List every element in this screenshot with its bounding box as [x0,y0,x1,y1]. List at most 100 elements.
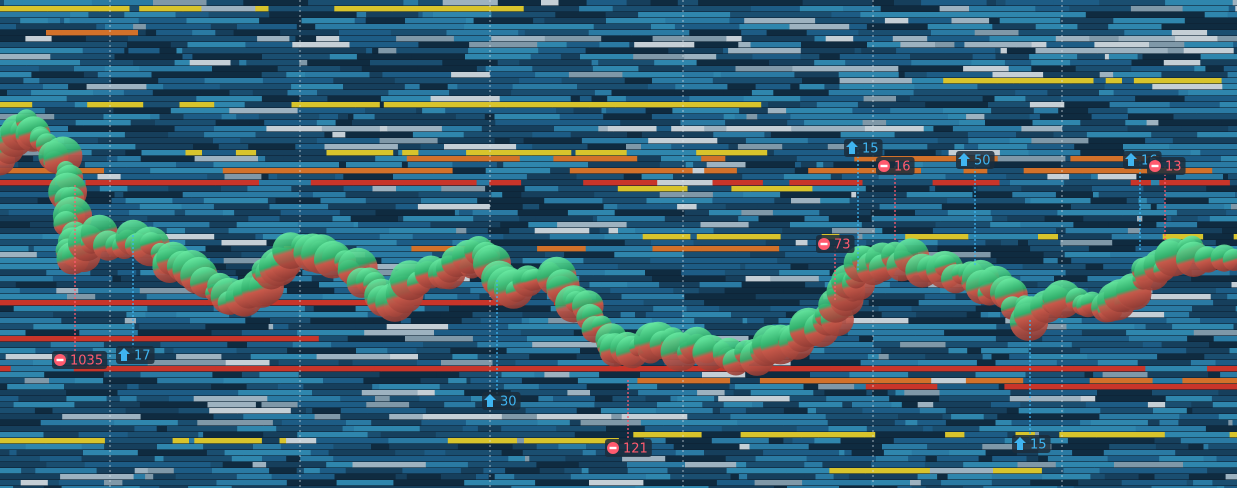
heat-cell [280,474,335,480]
heat-cell [23,78,40,84]
heat-cell [685,162,694,168]
heat-cell [176,48,183,54]
heat-cell [854,48,862,54]
heat-cell [0,438,47,444]
heat-cell [1130,6,1184,12]
heat-cell [846,318,909,324]
heat-cell [924,462,964,468]
heat-cell [147,180,216,186]
heat-cell [436,372,460,378]
heat-cell [794,168,809,174]
heat-cell [445,450,503,456]
heat-cell [255,132,325,138]
heat-cell [696,150,768,156]
heat-cell [745,276,771,282]
heat-cell [981,348,1030,354]
heat-cell [312,408,342,414]
heat-cell [686,306,720,312]
heat-cell [389,414,424,420]
heat-cell [583,258,651,264]
heat-cell [579,6,614,12]
heat-cell [203,198,269,204]
heat-cell [477,354,530,360]
heat-cell [1228,6,1236,12]
heat-cell [724,288,784,294]
heat-cell [939,396,944,402]
heat-cell [966,114,985,120]
heat-cell [1191,402,1214,408]
heat-cell [1223,174,1229,180]
heat-cell [262,294,323,300]
heat-cell [0,24,17,30]
heat-cell [280,378,324,384]
heat-cell [127,42,172,48]
heat-cell [270,318,311,324]
heat-cell [576,354,618,360]
heat-cell [1151,348,1187,354]
heat-cell [1091,174,1099,180]
heat-cell [204,108,230,114]
heat-cell [525,456,530,462]
heat-cell [1227,294,1237,300]
heat-cell [352,462,427,468]
heat-cell [0,30,47,36]
heat-cell [417,204,491,210]
heat-cell [21,468,36,474]
heat-cell [321,126,381,132]
heat-cell [594,192,661,198]
heat-cell [1212,168,1237,174]
heat-cell [945,420,996,426]
heat-cell [631,30,690,36]
order-marker: 13 [1147,157,1186,240]
heat-cell [31,90,94,96]
heat-cell [995,48,1001,54]
heat-cell [238,390,313,396]
heat-cell [673,444,740,450]
heat-cell [1041,468,1064,474]
heat-cell [969,6,1012,12]
heat-cell [1166,216,1172,222]
heat-cell [610,288,674,294]
heat-cell [262,456,287,462]
heat-cell [1004,228,1057,234]
heat-cell [123,90,154,96]
heat-cell [300,456,334,462]
heat-cell [963,486,984,488]
heat-cell [1075,66,1093,72]
heat-cell [746,462,805,468]
heat-cell [688,228,714,234]
heat-cell [417,390,436,396]
heat-cell [1183,462,1231,468]
heat-cell [62,414,137,420]
heat-cell [128,48,160,54]
heat-cell [733,390,752,396]
heat-cell [53,312,127,318]
heat-cell [268,324,274,330]
heat-cell [889,396,940,402]
heat-cell [46,30,62,36]
heat-cell [866,390,873,396]
heat-cell [1142,300,1214,306]
heat-cell [1200,60,1237,66]
heat-cell [381,258,456,264]
heat-cell [1004,60,1032,66]
heat-cell [1135,426,1207,432]
heat-cell [1229,180,1237,186]
heat-cell [139,324,206,330]
heat-cell [0,426,45,432]
heat-cell [704,324,773,330]
heat-cell [536,444,559,450]
heat-cell [927,24,993,30]
heat-cell [901,402,919,408]
heat-cell [0,240,66,246]
heat-cell [262,54,331,60]
heat-cell [269,360,280,366]
heat-cell [231,246,240,252]
heat-cell [1131,60,1165,66]
heat-cell [517,438,525,444]
heat-cell [1020,276,1055,282]
heat-cell [61,486,124,488]
heat-cell [1165,402,1192,408]
heat-cell [741,210,774,216]
heat-cell [925,456,938,462]
